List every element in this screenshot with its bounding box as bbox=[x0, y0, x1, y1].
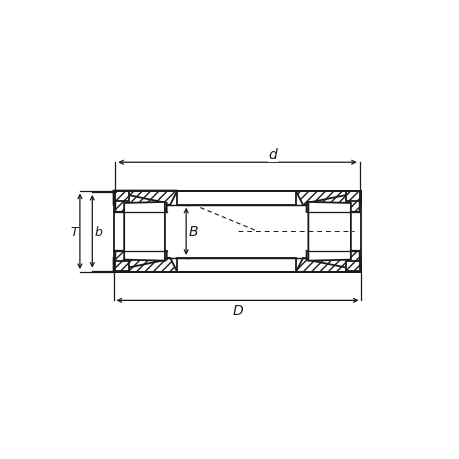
Text: D: D bbox=[232, 303, 242, 318]
Polygon shape bbox=[308, 202, 350, 261]
Text: b: b bbox=[95, 225, 102, 238]
Polygon shape bbox=[345, 262, 359, 272]
Polygon shape bbox=[115, 192, 129, 202]
Text: T: T bbox=[70, 225, 78, 238]
Polygon shape bbox=[295, 191, 361, 205]
Polygon shape bbox=[177, 191, 295, 205]
Polygon shape bbox=[345, 192, 359, 202]
Polygon shape bbox=[306, 193, 359, 213]
Polygon shape bbox=[113, 191, 177, 205]
Text: B: B bbox=[188, 225, 197, 239]
Polygon shape bbox=[115, 193, 166, 213]
Polygon shape bbox=[124, 202, 164, 261]
Polygon shape bbox=[115, 262, 129, 272]
Polygon shape bbox=[306, 251, 359, 271]
Text: d: d bbox=[268, 148, 277, 162]
Polygon shape bbox=[115, 251, 166, 271]
Polygon shape bbox=[113, 258, 177, 273]
Polygon shape bbox=[295, 258, 361, 273]
Polygon shape bbox=[177, 258, 295, 273]
